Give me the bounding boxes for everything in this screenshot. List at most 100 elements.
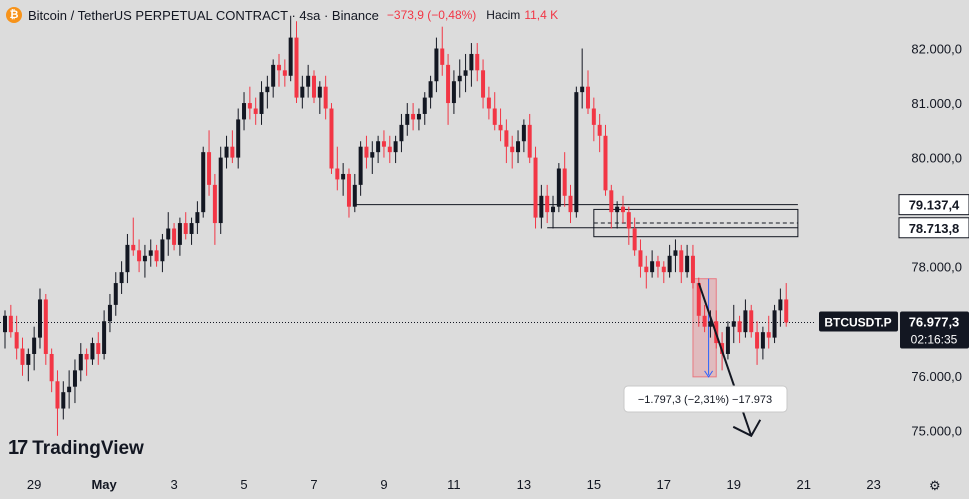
candle-body[interactable] xyxy=(323,86,328,109)
candle-body[interactable] xyxy=(725,326,730,354)
candle-body[interactable] xyxy=(137,250,142,262)
candle-body[interactable] xyxy=(20,348,25,365)
candle-body[interactable] xyxy=(533,157,538,218)
candle-body[interactable] xyxy=(306,75,311,87)
candle-body[interactable] xyxy=(387,146,392,153)
candle-body[interactable] xyxy=(679,250,684,273)
candle-body[interactable] xyxy=(201,152,206,213)
candle-body[interactable] xyxy=(90,343,95,360)
candle-body[interactable] xyxy=(486,97,491,109)
candle-body[interactable] xyxy=(661,266,666,273)
candle-body[interactable] xyxy=(597,124,602,136)
candle-body[interactable] xyxy=(335,168,340,180)
candle-body[interactable] xyxy=(603,135,608,191)
candle-body[interactable] xyxy=(107,304,112,322)
candle-body[interactable] xyxy=(708,321,713,327)
symbol-title[interactable]: Bitcoin / TetherUS PERPETUAL CONTRACT · … xyxy=(28,7,379,23)
candle-body[interactable] xyxy=(539,195,544,218)
candle-body[interactable] xyxy=(189,223,194,234)
candle-body[interactable] xyxy=(43,299,48,354)
candle-body[interactable] xyxy=(78,353,83,371)
candle-body[interactable] xyxy=(96,343,101,354)
candle-body[interactable] xyxy=(142,255,147,262)
candle-body[interactable] xyxy=(317,86,322,98)
candle-body[interactable] xyxy=(760,332,765,349)
candle-body[interactable] xyxy=(521,124,526,142)
candle-body[interactable] xyxy=(172,228,177,245)
candle-body[interactable] xyxy=(148,250,153,256)
candle-body[interactable] xyxy=(422,97,427,114)
time-axis[interactable]: 29 May 3 5 7 9 11 13 15 17 19 21 23 xyxy=(27,477,881,492)
candle-body[interactable] xyxy=(84,353,89,360)
candle-body[interactable] xyxy=(236,119,241,158)
candle-body[interactable] xyxy=(14,332,19,349)
candle-body[interactable] xyxy=(784,299,789,323)
candle-body[interactable] xyxy=(591,108,596,125)
candle-body[interactable] xyxy=(457,75,462,82)
candle-body[interactable] xyxy=(574,92,579,213)
candle-body[interactable] xyxy=(329,108,334,169)
candle-body[interactable] xyxy=(294,37,299,98)
candle-body[interactable] xyxy=(102,321,107,354)
candle-body[interactable] xyxy=(341,173,346,180)
candle-body[interactable] xyxy=(49,353,54,382)
price-label-box[interactable] xyxy=(898,217,969,239)
candle-body[interactable] xyxy=(749,310,754,333)
candle-body[interactable] xyxy=(737,321,742,333)
candle-body[interactable] xyxy=(370,152,375,158)
candle-body[interactable] xyxy=(37,299,42,338)
candle-body[interactable] xyxy=(580,86,585,93)
tradingview-logo[interactable]: 17 TradingView xyxy=(8,437,144,460)
candle-body[interactable] xyxy=(498,124,503,131)
candle-body[interactable] xyxy=(67,386,72,393)
candle-body[interactable] xyxy=(247,103,252,109)
candle-body[interactable] xyxy=(411,113,416,120)
candle-body[interactable] xyxy=(551,206,556,213)
candle-body[interactable] xyxy=(364,146,369,158)
candle-body[interactable] xyxy=(311,75,316,98)
candle-body[interactable] xyxy=(469,53,474,71)
gear-icon[interactable]: ⚙ xyxy=(929,478,941,493)
candle-body[interactable] xyxy=(475,53,480,71)
candle-body[interactable] xyxy=(265,86,270,93)
candle-body[interactable] xyxy=(516,141,521,153)
candle-body[interactable] xyxy=(346,173,351,207)
candles[interactable] xyxy=(3,15,789,436)
candle-body[interactable] xyxy=(119,272,124,284)
candle-body[interactable] xyxy=(212,184,217,224)
candle-body[interactable] xyxy=(271,64,276,87)
candle-body[interactable] xyxy=(644,266,649,273)
candle-body[interactable] xyxy=(3,315,7,333)
candle-body[interactable] xyxy=(218,157,223,224)
candle-body[interactable] xyxy=(113,283,118,305)
candle-body[interactable] xyxy=(556,168,561,207)
candle-body[interactable] xyxy=(632,228,637,251)
price-axis[interactable]: 82.000,0 81.000,0 80.000,0 78.000,0 76.000,0… xyxy=(819,42,969,439)
candle-body[interactable] xyxy=(300,86,305,98)
candle-body[interactable] xyxy=(242,103,247,120)
candle-body[interactable] xyxy=(259,92,264,114)
candle-body[interactable] xyxy=(376,141,381,153)
candle-body[interactable] xyxy=(527,124,532,158)
candle-body[interactable] xyxy=(358,146,363,185)
candle-body[interactable] xyxy=(405,113,410,125)
candle-body[interactable] xyxy=(685,255,690,273)
candle-body[interactable] xyxy=(434,48,439,82)
candle-body[interactable] xyxy=(440,48,445,65)
candle-body[interactable] xyxy=(428,81,433,98)
candle-body[interactable] xyxy=(673,250,678,256)
candle-body[interactable] xyxy=(481,70,486,98)
candle-body[interactable] xyxy=(224,146,229,158)
candle-body[interactable] xyxy=(755,332,760,349)
candle-body[interactable] xyxy=(55,381,60,409)
candle-body[interactable] xyxy=(8,315,13,333)
candle-body[interactable] xyxy=(586,86,590,109)
candle-body[interactable] xyxy=(562,168,567,196)
candle-body[interactable] xyxy=(638,250,643,267)
candle-body[interactable] xyxy=(609,190,614,213)
candle-body[interactable] xyxy=(277,64,282,71)
last-price-tag[interactable] xyxy=(900,311,969,349)
candle-body[interactable] xyxy=(61,392,66,409)
candle-body[interactable] xyxy=(381,141,386,147)
candle-body[interactable] xyxy=(125,244,130,273)
